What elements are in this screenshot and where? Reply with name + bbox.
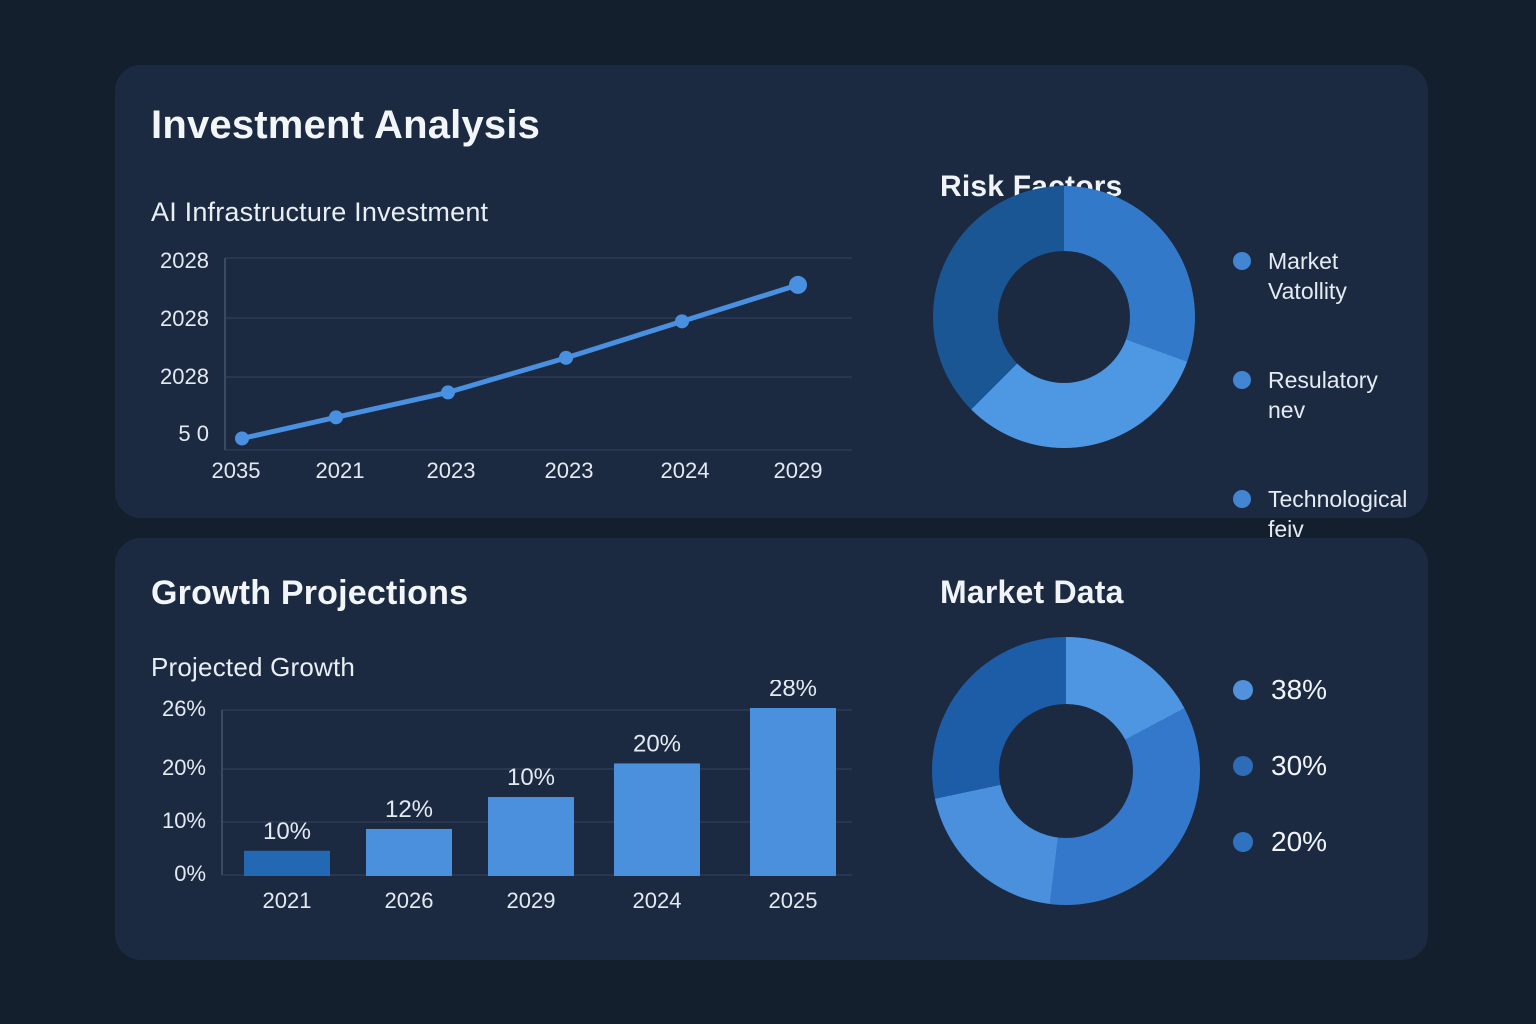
line-series (239, 282, 801, 441)
line-point (789, 275, 807, 294)
bar-value-label: 10% (263, 818, 311, 845)
y-tick-label: 20% (162, 755, 206, 780)
legend-dot-icon (1233, 680, 1253, 700)
market-legend-label: 38% (1271, 674, 1328, 705)
growth-projections-title: Growth Projections (151, 574, 469, 612)
line-point (559, 350, 573, 365)
legend-label-line2: nev (1268, 397, 1306, 423)
y-tick-label: 2028 (160, 306, 209, 331)
bar-rect (614, 763, 700, 876)
x-tick-label: 2026 (385, 888, 434, 913)
risk-legend-label: Resulatory nev (1268, 365, 1378, 425)
legend-label-line1: Resulatory (1268, 367, 1378, 393)
y-tick-label: 10% (162, 808, 206, 833)
market-legend-item: 20% (1233, 827, 1327, 857)
legend-dot-icon (1233, 490, 1251, 508)
y-tick-label: 5 0 (178, 421, 209, 446)
bar-rect (750, 708, 836, 876)
risk-legend: Market Vatollity Resulatory nev Technolo… (1233, 246, 1407, 544)
line-point (675, 314, 689, 329)
legend-label-line2: Vatollity (1268, 278, 1347, 304)
growth-projections-panel: Growth Projections Projected Growth 26% … (115, 538, 1428, 960)
x-tick-label: 2029 (774, 458, 823, 483)
bar-value-label: 12% (385, 796, 433, 823)
x-tick-label: 2021 (316, 458, 365, 483)
risk-donut-chart (933, 186, 1195, 448)
risk-legend-item: Technological feiv (1233, 484, 1407, 544)
bar-rect (488, 797, 574, 876)
risk-legend-item: Market Vatollity (1233, 246, 1407, 306)
y-tick-label: 0% (174, 861, 206, 886)
bar-value-label: 28% (769, 680, 817, 702)
x-tick-label: 2023 (427, 458, 476, 483)
x-tick-label: 2035 (212, 458, 261, 483)
y-tick-label: 2028 (160, 364, 209, 389)
market-legend: 38% 30% 20% (1233, 675, 1327, 857)
line-chart-title: AI Infrastructure Investment (151, 197, 489, 227)
bar-chart-title: Projected Growth (151, 652, 356, 682)
x-tick-label: 2024 (633, 888, 682, 913)
x-tick-label: 2029 (507, 888, 556, 913)
y-tick-label: 26% (162, 696, 206, 721)
legend-dot-icon (1233, 371, 1251, 389)
market-donut-chart (932, 637, 1200, 905)
bar-rect (244, 850, 330, 876)
bar-value-label: 10% (507, 764, 555, 791)
bar-rect (366, 828, 452, 876)
investment-analysis-panel: Investment Analysis AI Infrastructure In… (115, 65, 1428, 542)
market-legend-label: 20% (1271, 826, 1328, 857)
risk-legend-label: Technological feiv (1268, 484, 1407, 544)
x-tick-label: 2025 (769, 888, 818, 913)
legend-dot-icon (1233, 832, 1253, 852)
market-legend-item: 38% (1233, 675, 1327, 705)
x-tick-label: 2021 (263, 888, 312, 913)
risk-legend-item: Resulatory nev (1233, 365, 1407, 425)
legend-dot-icon (1233, 252, 1251, 270)
legend-label-line1: Market (1268, 248, 1339, 274)
market-data-title: Market Data (940, 574, 1124, 610)
bar-value-label: 20% (633, 730, 681, 757)
line-point (235, 431, 249, 446)
investment-analysis-title: Investment Analysis (151, 103, 541, 147)
x-tick-label: 2024 (661, 458, 710, 483)
line-chart-svg: 2028 2028 2028 5 0 2035 2021 2023 2023 2… (160, 248, 852, 483)
legend-label-line1: Technological (1268, 486, 1408, 512)
bar-chart-svg: 26% 20% 10% 0% 10% 12% 10% 20% 28% 2021 … (162, 680, 852, 913)
line-point (441, 385, 455, 400)
legend-label-line2: feiv (1268, 516, 1304, 542)
line-point (329, 410, 343, 425)
legend-dot-icon (1233, 756, 1253, 776)
risk-legend-label: Market Vatollity (1268, 246, 1347, 306)
x-tick-label: 2023 (545, 458, 594, 483)
market-legend-label: 30% (1271, 750, 1328, 781)
market-legend-item: 30% (1233, 751, 1327, 781)
y-tick-label: 2028 (160, 248, 209, 273)
